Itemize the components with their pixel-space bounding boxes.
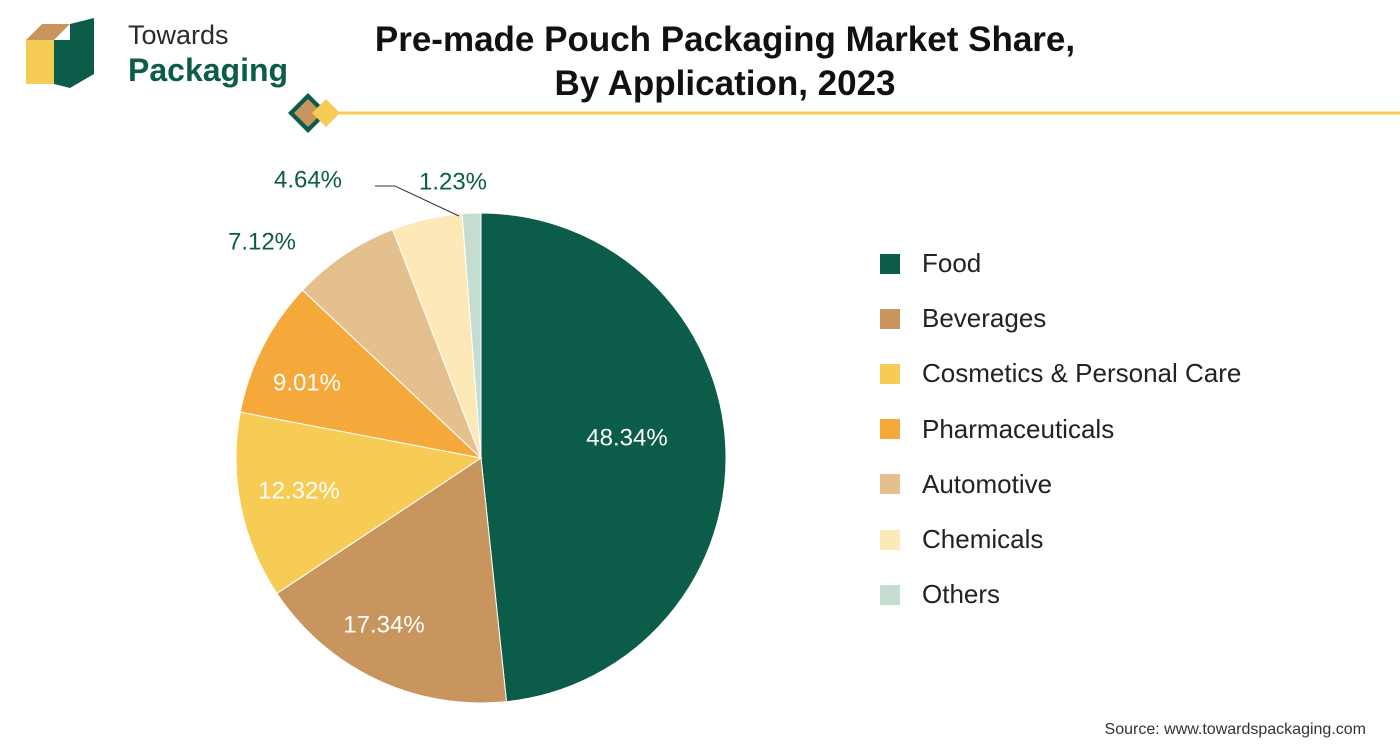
pie-slice-food — [480, 212, 727, 703]
chart-title-line-2: By Application, 2023 — [554, 64, 896, 103]
data-label-chemicals: 4.64% — [274, 166, 342, 193]
brand-name-bottom: Packaging — [128, 52, 289, 88]
box-logo-icon — [26, 18, 94, 88]
data-label-automotive: 7.12% — [228, 228, 296, 255]
legend-label-cosmetics-and-personal-care: Cosmetics & Personal Care — [922, 358, 1242, 389]
title-divider — [288, 93, 1400, 133]
legend-item-cosmetics-and-personal-care: Cosmetics & Personal Care — [880, 346, 1380, 401]
data-label-beverages: 17.34% — [343, 611, 424, 638]
diamond-yellow-icon — [312, 99, 340, 127]
legend-label-others: Others — [922, 579, 1001, 610]
chart-title-line-1: Pre-made Pouch Packaging Market Share, — [374, 20, 1076, 59]
legend-item-pharmaceuticals: Pharmaceuticals — [880, 402, 1380, 457]
legend-item-chemicals: Chemicals — [880, 512, 1380, 567]
legend-swatch-automotive — [880, 474, 900, 495]
legend-item-food: Food — [880, 236, 1380, 291]
diamond-tan-icon — [294, 99, 322, 127]
legend-label-automotive: Automotive — [922, 468, 1053, 499]
legend-label-chemicals: Chemicals — [922, 524, 1044, 555]
legend-item-automotive: Automotive — [880, 457, 1380, 512]
legend-swatch-beverages — [880, 308, 900, 329]
legend-swatch-pharmaceuticals — [880, 419, 900, 440]
brand-logo: Towards Packaging — [24, 14, 288, 90]
chart-title: Pre-made Pouch Packaging Market Share, B… — [360, 18, 1090, 106]
pie-slice-pharmaceuticals — [239, 289, 483, 459]
legend-label-food: Food — [922, 248, 982, 279]
pie-slice-automotive — [301, 228, 482, 459]
data-label-others: 1.23% — [419, 168, 487, 195]
legend-swatch-others — [880, 584, 900, 605]
chart-legend: Food Beverages Cosmetics & Personal Care Ph… — [880, 236, 1380, 622]
pie-slice-cosmetics-and-personal-care — [235, 411, 483, 595]
pie-chart: 48.34% 17.34% 12.32% 9.01% 7.12% 4.64% 1.23% — [228, 166, 727, 704]
legend-swatch-chemicals — [880, 529, 900, 550]
pie-slice-beverages — [276, 457, 508, 704]
legend-swatch-food — [880, 253, 900, 274]
data-label-food: 48.34% — [586, 424, 667, 451]
leader-line-others — [375, 185, 460, 217]
data-label-pharmaceuticals: 9.01% — [273, 369, 341, 396]
source-note: Source: www.towardspackaging.com — [1104, 721, 1366, 738]
brand-name-top: Towards — [128, 20, 229, 50]
pie-slice-others — [461, 212, 482, 459]
legend-swatch-cosmetics-and-personal-care — [880, 363, 900, 384]
legend-label-beverages: Beverages — [922, 303, 1047, 334]
legend-label-pharmaceuticals: Pharmaceuticals — [922, 413, 1115, 444]
legend-item-beverages: Beverages — [880, 291, 1380, 346]
data-label-cosmetics-and-personal-care: 12.32% — [258, 477, 339, 504]
legend-item-others: Others — [880, 567, 1380, 622]
